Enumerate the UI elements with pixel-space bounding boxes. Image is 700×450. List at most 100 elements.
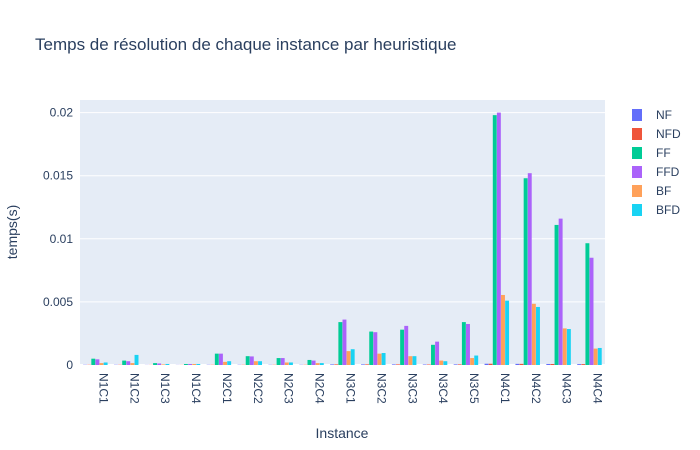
bar-ffd-n1c1[interactable]	[95, 359, 100, 365]
bar-ffd-n2c1[interactable]	[218, 353, 223, 365]
legend-label-bf[interactable]: BF	[656, 184, 671, 198]
bar-ffd-n1c4[interactable]	[188, 363, 193, 365]
bar-bf-n1c1[interactable]	[99, 363, 104, 365]
bar-nf-n3c1[interactable]	[330, 364, 335, 365]
legend-swatch-ff[interactable]	[632, 147, 642, 159]
bar-ffd-n4c3[interactable]	[558, 218, 563, 365]
bar-bfd-n1c4[interactable]	[196, 363, 201, 365]
legend-swatch-ffd[interactable]	[632, 166, 642, 178]
legend-swatch-nfd[interactable]	[632, 128, 642, 140]
legend-label-nf[interactable]: NF	[656, 108, 672, 122]
legend-swatch-nf[interactable]	[632, 109, 642, 121]
bar-bfd-n3c1[interactable]	[350, 349, 355, 365]
bar-ffd-n3c2[interactable]	[373, 332, 378, 365]
bar-bf-n3c2[interactable]	[377, 353, 382, 365]
bar-nf-n4c4[interactable]	[577, 364, 582, 365]
bar-nfd-n4c4[interactable]	[581, 364, 586, 365]
bar-bfd-n4c3[interactable]	[566, 329, 571, 365]
bar-bf-n4c1[interactable]	[501, 294, 505, 365]
bar-ffd-n2c2[interactable]	[249, 356, 254, 365]
bar-bf-n4c2[interactable]	[531, 303, 536, 365]
bar-ffd-n1c2[interactable]	[126, 361, 131, 365]
bar-bfd-n1c1[interactable]	[103, 362, 108, 365]
bar-bfd-n3c3[interactable]	[412, 356, 417, 365]
bar-bfd-n3c5[interactable]	[474, 355, 479, 365]
bar-ffd-n3c4[interactable]	[435, 341, 440, 365]
bar-bf-n3c5[interactable]	[470, 358, 475, 365]
bar-ff-n2c1[interactable]	[214, 353, 219, 365]
x-tick-label: N4C3	[560, 373, 574, 404]
bar-ffd-n4c2[interactable]	[527, 173, 532, 365]
bar-nf-n4c3[interactable]	[546, 363, 551, 365]
bar-bf-n2c1[interactable]	[223, 361, 228, 365]
bar-bfd-n2c3[interactable]	[288, 362, 293, 365]
bar-nfd-n4c2[interactable]	[519, 363, 524, 365]
bar-ffd-n3c1[interactable]	[342, 319, 347, 365]
bar-ffd-n2c3[interactable]	[280, 358, 285, 365]
bar-ff-n2c3[interactable]	[276, 358, 281, 365]
bar-ffd-n4c4[interactable]	[589, 257, 594, 365]
bar-bfd-n4c2[interactable]	[536, 306, 540, 365]
bar-ff-n3c1[interactable]	[338, 322, 343, 365]
bar-ff-n2c4[interactable]	[307, 359, 312, 365]
bar-bf-n3c3[interactable]	[408, 356, 413, 365]
bar-nfd-n3c5[interactable]	[457, 364, 462, 365]
bar-nfd-n4c3[interactable]	[550, 363, 555, 365]
bar-nfd-n3c2[interactable]	[365, 364, 370, 365]
bar-bf-n2c3[interactable]	[284, 362, 289, 365]
bar-bfd-n4c1[interactable]	[505, 300, 510, 365]
bar-ffd-n4c1[interactable]	[496, 112, 501, 365]
bar-ff-n1c1[interactable]	[91, 358, 96, 365]
bar-bf-n4c4[interactable]	[593, 348, 598, 365]
bar-ff-n3c5[interactable]	[461, 322, 466, 365]
bar-ff-n1c4[interactable]	[183, 363, 188, 365]
bar-nf-n4c2[interactable]	[515, 363, 520, 365]
bar-ffd-n1c3[interactable]	[157, 363, 162, 365]
bar-ff-n1c3[interactable]	[153, 363, 158, 365]
bar-bfd-n2c2[interactable]	[258, 361, 263, 365]
bar-ff-n4c2[interactable]	[523, 178, 528, 365]
bar-bfd-n3c4[interactable]	[443, 361, 448, 365]
bar-ff-n4c3[interactable]	[554, 224, 559, 365]
bar-ffd-n3c3[interactable]	[404, 325, 409, 365]
bar-nf-n3c2[interactable]	[361, 364, 365, 365]
bar-nfd-n3c4[interactable]	[426, 364, 431, 365]
bar-bfd-n2c1[interactable]	[227, 361, 232, 365]
bar-bfd-n2c4[interactable]	[319, 363, 324, 365]
bar-nf-n4c1[interactable]	[484, 363, 489, 365]
legend-label-ffd[interactable]: FFD	[656, 165, 680, 179]
legend-label-ff[interactable]: FF	[656, 146, 671, 160]
bar-nfd-n3c3[interactable]	[396, 364, 400, 365]
bar-ff-n1c2[interactable]	[122, 360, 127, 365]
legend-swatch-bf[interactable]	[632, 185, 642, 197]
bar-bfd-n4c4[interactable]	[597, 347, 602, 365]
bar-ffd-n3c5[interactable]	[466, 323, 470, 365]
bar-ff-n3c3[interactable]	[400, 329, 405, 365]
legend-swatch-bfd[interactable]	[632, 204, 642, 216]
bar-ff-n4c1[interactable]	[492, 115, 497, 366]
bar-bf-n2c4[interactable]	[315, 363, 320, 365]
bar-bf-n3c1[interactable]	[346, 351, 351, 365]
bar-nf-n3c5[interactable]	[453, 364, 458, 365]
bar-nfd-n3c1[interactable]	[334, 364, 339, 365]
legend-label-nfd[interactable]: NFD	[656, 127, 681, 141]
bar-bf-n4c3[interactable]	[562, 328, 567, 365]
bar-bf-n3c4[interactable]	[439, 360, 444, 365]
bar-nfd-n4c1[interactable]	[488, 363, 493, 365]
bar-nf-n3c3[interactable]	[391, 364, 396, 365]
bar-ffd-n2c4[interactable]	[311, 360, 316, 365]
bar-ff-n3c4[interactable]	[431, 344, 435, 365]
bar-bf-n1c4[interactable]	[192, 363, 197, 365]
legend-label-bfd[interactable]: BFD	[656, 203, 680, 217]
bar-bfd-n1c2[interactable]	[134, 354, 139, 365]
bar-ff-n3c2[interactable]	[369, 331, 374, 365]
bar-bf-n1c3[interactable]	[161, 364, 166, 365]
bar-ff-n4c4[interactable]	[585, 243, 590, 365]
bar-ff-n2c2[interactable]	[245, 356, 250, 365]
bar-bf-n1c2[interactable]	[130, 363, 135, 365]
bar-bfd-n1c3[interactable]	[165, 363, 170, 365]
bar-nf-n3c4[interactable]	[422, 364, 427, 365]
legend[interactable]: NF NFD FF FFD BF BFD	[632, 108, 681, 217]
bar-bf-n2c2[interactable]	[253, 361, 258, 365]
bar-bfd-n3c2[interactable]	[381, 353, 386, 365]
